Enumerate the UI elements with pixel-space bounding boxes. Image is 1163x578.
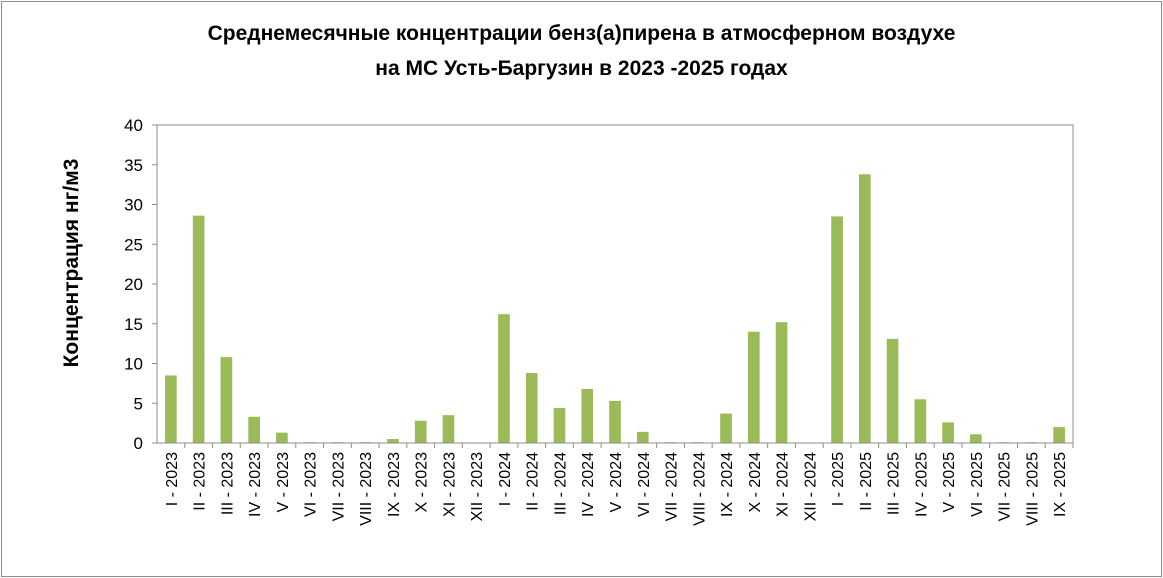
bar xyxy=(414,420,427,443)
y-axis-ticks: 0 5 10 15 20 25 30 35 40 xyxy=(124,116,157,453)
bar xyxy=(165,375,177,443)
x-tick-label: XII - 2023 xyxy=(469,452,486,521)
x-tick-label: V - 2024 xyxy=(608,452,625,513)
bar xyxy=(747,331,760,443)
x-tick-label: I - 2025 xyxy=(830,452,847,506)
plot-area xyxy=(156,124,1074,444)
x-tick-label: II - 2024 xyxy=(525,452,542,511)
bar xyxy=(387,439,399,443)
x-tick-label: VI - 2025 xyxy=(969,452,986,517)
x-tick-label: III - 2023 xyxy=(219,452,236,515)
bar xyxy=(1053,427,1065,443)
y-tick-label: 15 xyxy=(124,315,143,334)
bar xyxy=(276,432,288,443)
bar xyxy=(914,399,927,443)
bar xyxy=(248,416,260,443)
x-tick-label: XI - 2023 xyxy=(441,452,458,517)
bar xyxy=(858,174,871,444)
bar xyxy=(720,413,732,443)
bars xyxy=(165,174,1065,444)
bar xyxy=(220,357,233,443)
bar xyxy=(553,408,566,443)
y-axis-label: Концентрация нг/м3 xyxy=(60,159,83,368)
x-tick-label: IX - 2025 xyxy=(1052,452,1069,517)
y-tick-label: 30 xyxy=(124,196,143,215)
bar xyxy=(886,338,899,443)
x-tick-label: VIII - 2025 xyxy=(1024,452,1041,526)
y-tick-label: 10 xyxy=(124,355,143,374)
bar xyxy=(525,373,538,443)
x-tick-label: IV - 2024 xyxy=(580,452,597,517)
x-axis-tick-labels: I - 2023 II - 2023 III - 2023 IV - 2023 V - … xyxy=(164,443,1074,526)
x-tick-label: IX - 2023 xyxy=(386,452,403,517)
bar xyxy=(192,215,205,443)
x-tick-label: IV - 2023 xyxy=(247,452,264,517)
y-tick-label: 35 xyxy=(124,156,143,175)
y-tick-label: 25 xyxy=(124,235,143,254)
y-tick-label: 40 xyxy=(124,116,143,135)
chart-title-line1: Среднемесячные концентрации бенз(а)пирен… xyxy=(207,22,956,45)
x-tick-label: II - 2025 xyxy=(858,452,875,511)
bar xyxy=(831,216,843,443)
bar xyxy=(498,314,510,443)
x-tick-label: III - 2025 xyxy=(886,452,903,515)
x-tick-label: I - 2024 xyxy=(497,452,514,506)
x-tick-label: VIII - 2024 xyxy=(691,452,708,526)
y-tick-label: 5 xyxy=(134,394,143,413)
x-tick-label: VI - 2023 xyxy=(303,452,320,517)
bar xyxy=(581,388,594,443)
x-tick-label: I - 2023 xyxy=(164,452,181,506)
x-tick-label: IX - 2024 xyxy=(719,452,736,517)
y-tick-label: 0 xyxy=(134,434,143,453)
x-tick-label: V - 2023 xyxy=(275,452,292,513)
x-tick-label: IV - 2025 xyxy=(913,452,930,517)
x-tick-label: VI - 2024 xyxy=(636,452,653,517)
x-tick-label: XI - 2024 xyxy=(775,452,792,517)
bar xyxy=(609,400,621,443)
x-tick-label: VII - 2025 xyxy=(997,452,1014,521)
x-tick-label: VIII - 2023 xyxy=(358,452,375,526)
bar xyxy=(942,422,954,443)
bar xyxy=(442,415,455,443)
bar xyxy=(970,434,982,443)
bar xyxy=(636,431,649,443)
x-tick-label: V - 2025 xyxy=(941,452,958,513)
x-tick-label: XII - 2024 xyxy=(802,452,819,521)
x-tick-label: X - 2023 xyxy=(414,452,431,513)
x-tick-label: III - 2024 xyxy=(552,452,569,515)
bar xyxy=(775,322,788,443)
x-tick-label: II - 2023 xyxy=(192,452,209,511)
y-tick-label: 20 xyxy=(124,275,143,294)
chart-title-line2: на МС Усть-Баргузин в 2023 -2025 годах xyxy=(375,57,788,80)
x-tick-label: VII - 2023 xyxy=(330,452,347,521)
x-tick-label: VII - 2024 xyxy=(664,452,681,521)
x-tick-label: X - 2024 xyxy=(747,452,764,513)
